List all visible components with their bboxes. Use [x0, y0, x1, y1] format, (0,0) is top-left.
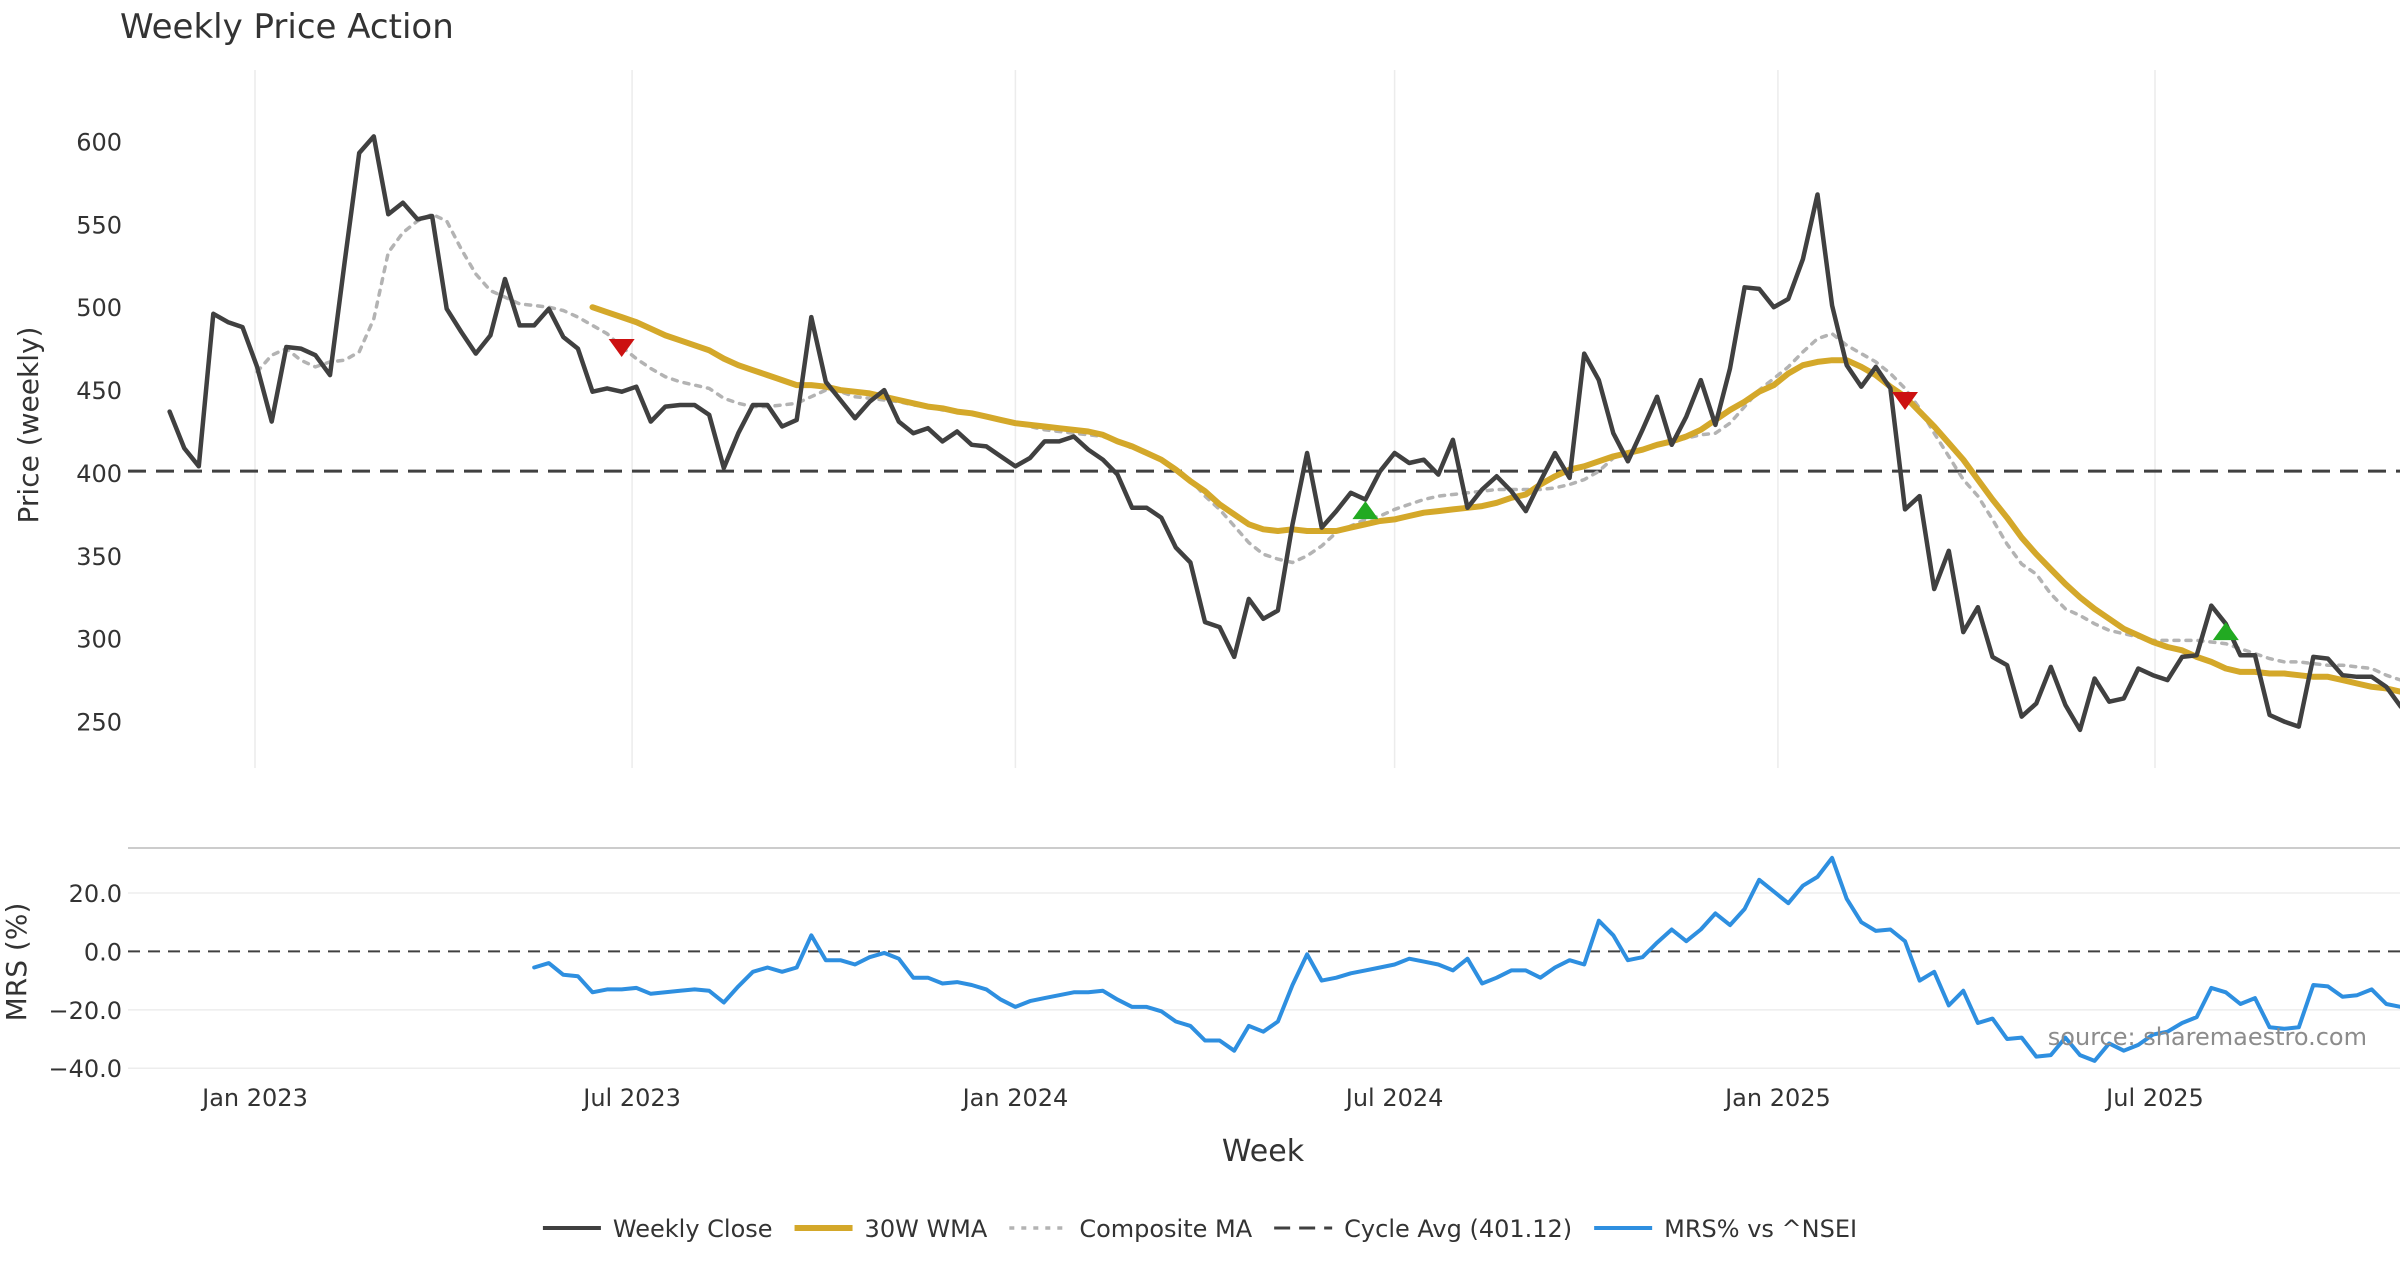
mrs-y-tick-label: −20.0	[48, 997, 122, 1025]
legend: Weekly Close 30W WMA Composite MA Cycle Avg…	[543, 1215, 1857, 1243]
legend-label: Composite MA	[1079, 1215, 1252, 1243]
mrs-y-tick-label: 0.0	[84, 938, 122, 966]
mrs-y-tick-label: 20.0	[69, 880, 122, 908]
legend-label: Weekly Close	[613, 1215, 773, 1243]
price-y-axis-label: Price (weekly)	[12, 327, 45, 524]
legend-label: 30W WMA	[865, 1215, 988, 1243]
signal-markers	[609, 339, 2239, 640]
series-weekly-close	[170, 136, 2400, 734]
x-tick-label: Jan 2025	[1723, 1084, 1831, 1112]
x-tick-label: Jan 2023	[200, 1084, 308, 1112]
legend-label: MRS% vs ^NSEI	[1664, 1215, 1857, 1243]
grid-layer	[128, 70, 2400, 1068]
price-y-tick-label: 450	[76, 377, 122, 405]
mrs-y-tick-label: −40.0	[48, 1055, 122, 1083]
source-note: source: sharemaestro.com	[2048, 1023, 2367, 1051]
chart-title: Weekly Price Action	[120, 7, 454, 47]
buy-signal-marker	[2213, 622, 2239, 640]
price-y-tick-label: 500	[76, 294, 122, 322]
axis-labels: Jan 2023 Jul 2023 Jan 2024 Jul 2024 Jan 2025…	[48, 128, 2203, 1112]
x-tick-label: Jul 2024	[1344, 1084, 1444, 1112]
reference-lines	[128, 471, 2400, 951]
series-composite-ma	[257, 214, 2400, 695]
x-tick-label: Jan 2024	[961, 1084, 1069, 1112]
x-tick-label: Jul 2023	[581, 1084, 681, 1112]
price-y-tick-label: 350	[76, 543, 122, 571]
series-30w-wma	[593, 307, 2400, 692]
legend-label: Cycle Avg (401.12)	[1344, 1215, 1572, 1243]
price-y-tick-label: 550	[76, 211, 122, 239]
x-tick-label: Jul 2025	[2104, 1084, 2204, 1112]
price-y-tick-label: 300	[76, 626, 122, 654]
price-y-tick-label: 600	[76, 128, 122, 156]
mrs-y-axis-label: MRS (%)	[0, 903, 33, 1022]
buy-signal-marker	[1352, 501, 1378, 519]
price-y-tick-label: 250	[76, 709, 122, 737]
x-axis-label: Week	[1222, 1134, 1305, 1169]
price-y-tick-label: 400	[76, 460, 122, 488]
series-layer	[170, 136, 2400, 1061]
